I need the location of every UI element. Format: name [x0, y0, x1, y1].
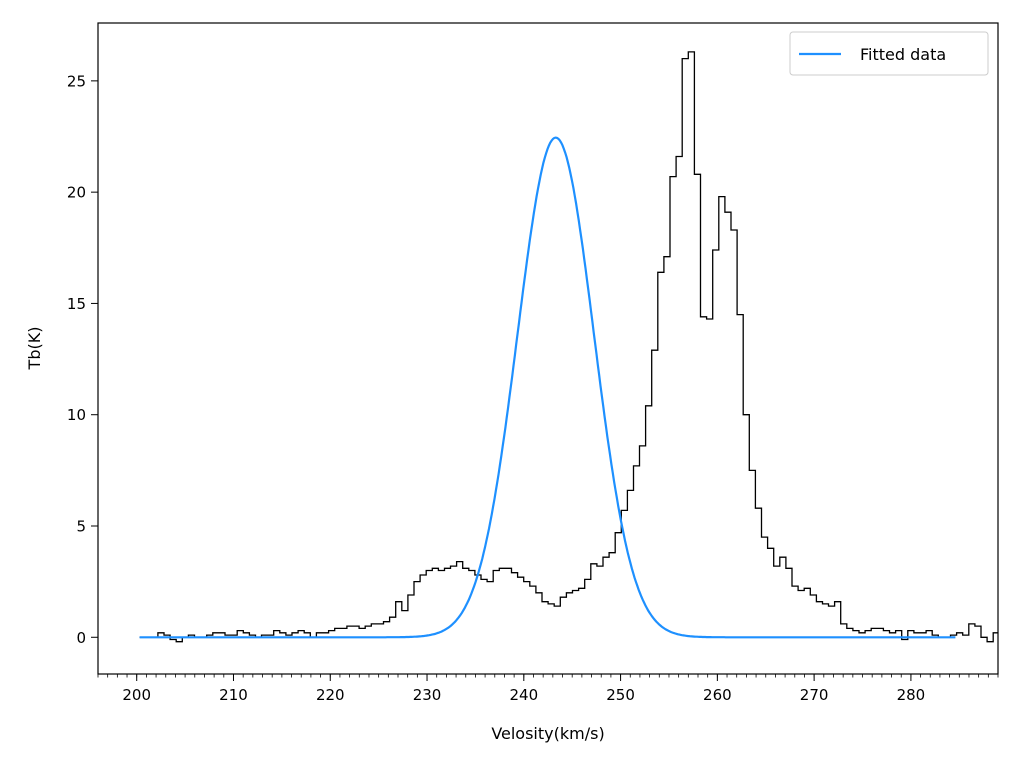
y-tick-label: 15: [67, 295, 86, 313]
x-tick-label: 260: [703, 686, 732, 704]
x-tick-label: 200: [122, 686, 151, 704]
y-tick-label: 5: [76, 517, 86, 535]
y-tick-label: 20: [67, 184, 86, 202]
y-axis-ticks: 0 5 10 15 20 25: [67, 72, 98, 647]
axes-frame: [97, 22, 999, 675]
x-axis-ticks: 200 210 220 230 240 250 260 270 280: [97, 674, 999, 704]
observed-spectrum-line: [139, 51, 998, 643]
legend-label-fitted-data: Fitted data: [860, 45, 946, 64]
x-tick-label: 280: [897, 686, 926, 704]
x-tick-label: 220: [316, 686, 345, 704]
x-tick-label: 250: [606, 686, 635, 704]
x-tick-label: 230: [413, 686, 442, 704]
x-tick-label: 210: [219, 686, 248, 704]
legend-box: [789, 31, 989, 76]
y-tick-label: 10: [67, 406, 86, 424]
y-tick-label: 25: [67, 72, 86, 90]
x-tick-label: 270: [800, 686, 829, 704]
x-axis-label: Velosity(km/s): [491, 724, 604, 743]
x-tick-label: 240: [509, 686, 538, 704]
legend: Fitted data: [789, 31, 989, 76]
y-tick-label: 0: [76, 629, 86, 647]
fitted-gaussian-line: [139, 136, 956, 639]
y-axis-label: Tb(K): [25, 327, 44, 371]
plot-area: [139, 51, 998, 643]
